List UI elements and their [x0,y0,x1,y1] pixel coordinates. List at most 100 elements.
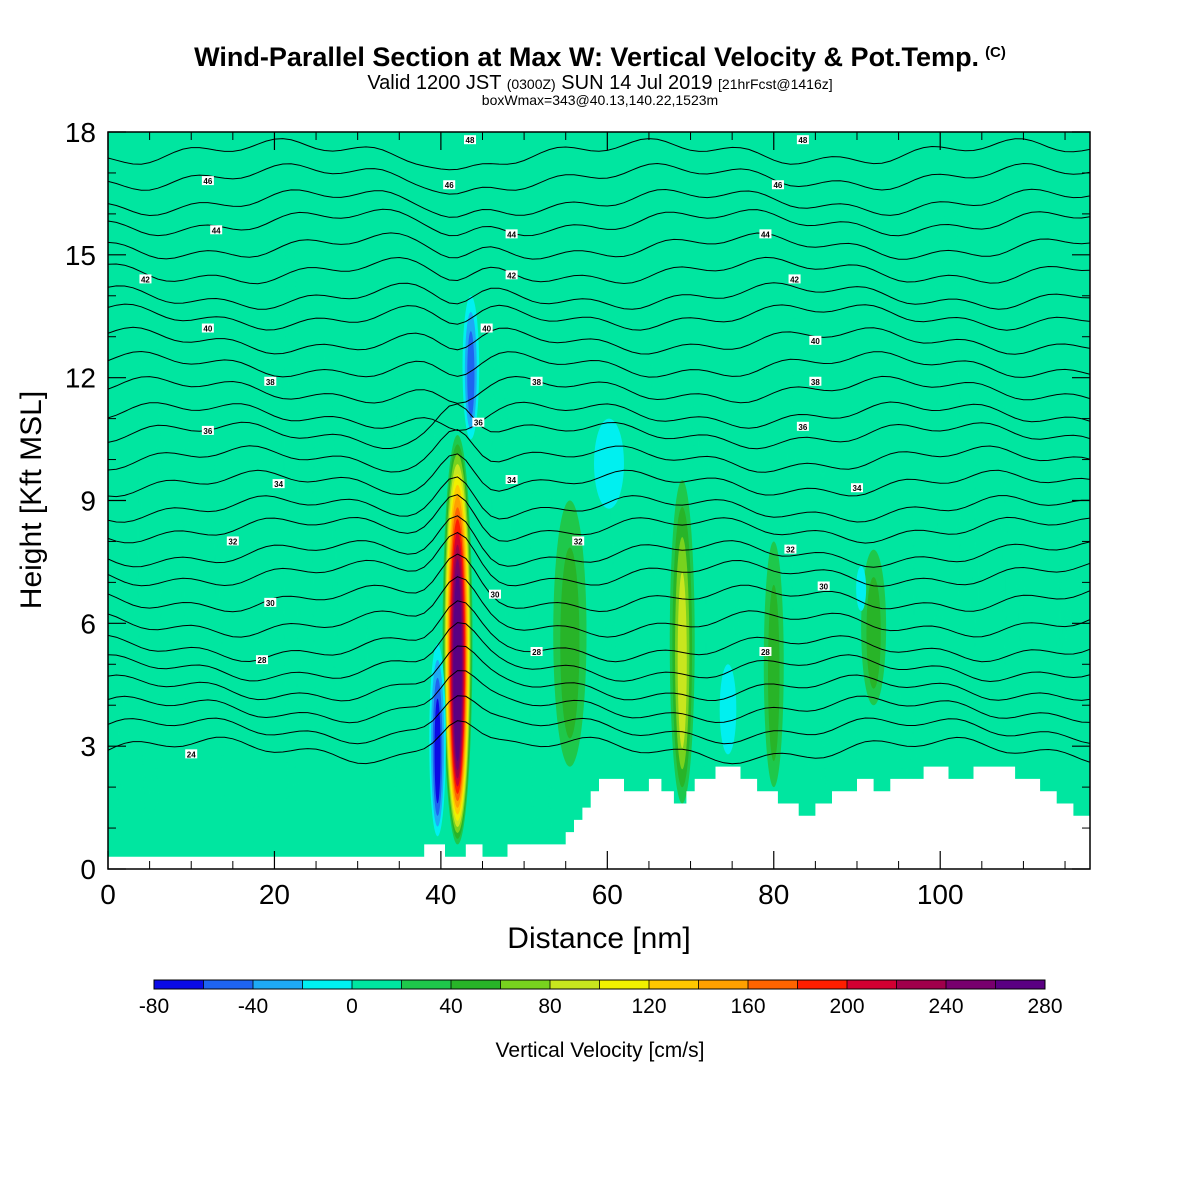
y-tick-label: 6 [80,608,96,639]
theta-contour [108,494,1090,544]
theta-label-bg [464,135,477,145]
colorbar-swatch [401,980,452,989]
theta-label-text: 46 [445,181,454,190]
theta-label-bg [480,323,493,333]
theta-contour [108,401,1090,432]
theta-label-bg [530,646,543,656]
theta-label: 46 [201,176,214,186]
theta-label-bg [771,180,784,190]
theta-contour [108,720,1090,765]
theta-label-bg [817,581,830,591]
theta-label-bg [201,323,214,333]
theta-label-text: 38 [811,378,820,387]
colorbar-swatch [797,980,848,989]
theta-label-text: 32 [228,537,237,546]
colorbar-swatch [500,980,551,989]
w-contour-band [866,577,881,689]
theta-label-bg [201,176,214,186]
theta-label-bg [809,335,822,345]
theta-label: 48 [464,135,477,145]
weak-updraft-band [491,295,507,771]
theta-label: 34 [850,483,863,493]
y-tick-label: 18 [65,117,96,148]
theta-label-bg [505,229,518,239]
theta-contour [108,600,1090,663]
theta-label-bg [255,655,268,665]
valid-date: SUN 14 Jul 2019 [561,72,713,94]
theta-contour [108,576,1090,638]
weak-updraft-band [936,172,961,771]
theta-label: 32 [784,544,797,555]
colorbar-tick-label: 0 [346,995,358,1018]
theta-label-text: 38 [532,378,541,387]
theta-label: 34 [505,475,518,485]
theta-label-bg [759,229,772,239]
theta-contour [108,515,1090,568]
colorbar-tick-label: 280 [1027,995,1062,1018]
weak-updraft-band [974,295,1006,869]
valid-prefix: Valid 1200 JST [367,72,502,94]
colorbar-swatch [352,980,402,989]
theta-label-text: 42 [790,275,799,284]
colorbar-tick-label: -80 [139,995,169,1018]
theta-label: 42 [139,274,152,284]
theta-label-text: 34 [507,476,516,485]
theta-contour [108,622,1090,683]
theta-label: 46 [443,180,456,190]
w-contour-band [467,331,475,418]
terrain-fill [108,766,1090,869]
x-tick-label: 60 [592,879,623,910]
y-tick-label: 15 [65,240,96,271]
theta-contour [108,326,1090,355]
theta-label-text: 40 [811,337,820,346]
theta-contour [108,208,1090,237]
colorbar-swatch [550,980,600,989]
w-feature [719,664,737,755]
theta-label-bg [796,421,809,431]
y-tick-label: 12 [65,363,96,394]
colorbar-tick-label: 240 [928,995,963,1018]
x-tick-label: 80 [758,879,789,910]
theta-label-bg [272,479,285,489]
theta-label-bg [226,536,239,546]
theta-contour [108,256,1090,285]
theta-label: 42 [505,270,518,280]
theta-contour [108,303,1090,331]
theta-label-bg [530,376,543,386]
w-contour-band [594,418,624,509]
theta-label-text: 34 [853,484,862,493]
theta-label-bg [210,225,223,235]
forecast-info: [21hrFcst@1416z] [718,76,833,92]
theta-label-bg [788,274,801,284]
theta-label-text: 46 [773,181,782,190]
theta-contour [108,429,1090,473]
y-tick-label: 0 [80,854,96,885]
theta-label-text: 30 [819,582,828,591]
theta-label-bg [809,376,822,386]
theta-contour [108,232,1090,260]
x-tick-label: 40 [425,879,456,910]
w-feature [429,643,446,837]
colorbar-title: Vertical Velocity [cm/s] [496,1039,705,1062]
w-contour-band [768,584,780,762]
weak-updraft-band [312,336,337,771]
w-contour-band [856,566,867,612]
theta-label-bg [264,376,277,386]
terrain-mask [108,766,1090,869]
w-feature [462,295,480,440]
theta-label: 30 [817,581,830,591]
theta-contour [108,375,1090,404]
theta-label-text: 48 [466,136,475,145]
theta-label-text: 38 [266,378,275,387]
theta-contour [108,453,1090,498]
weak-updraft-band [691,377,707,869]
theta-label-text: 30 [491,591,500,600]
chart-title: Wind-Parallel Section at Max W: Vertical… [0,42,1200,73]
chart-subtitle: Valid 1200 JST (0300Z) SUN 14 Jul 2019 [… [0,72,1200,95]
theta-label-bg [139,274,152,284]
weak-updraft-band [221,500,262,869]
theta-label: 36 [796,421,809,432]
colorbar-tick-label: 160 [730,995,765,1018]
w-feature [442,434,473,845]
theta-label-text: 34 [274,480,283,489]
